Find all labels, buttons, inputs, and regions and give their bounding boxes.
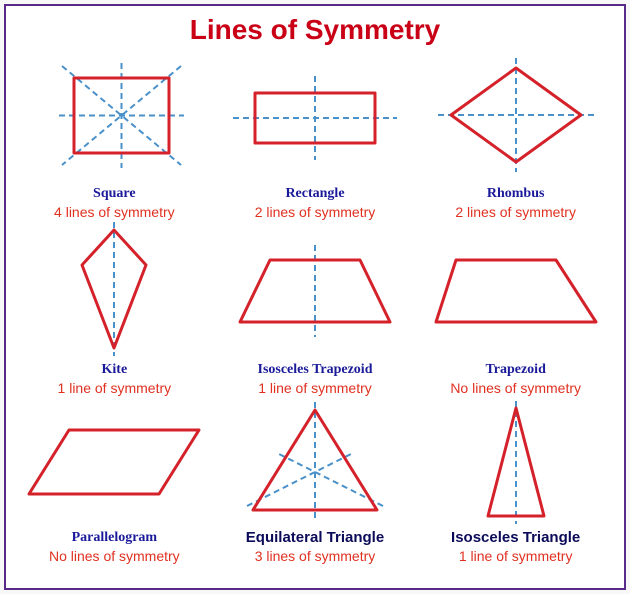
shape-name: Square (93, 186, 136, 202)
shape-cell-eq-triangle: Equilateral Triangle 3 lines of symmetry (215, 396, 416, 564)
shape-caption: 2 lines of symmetry (455, 204, 576, 220)
shape-figure-parallelogram (14, 396, 215, 528)
shape-caption: 4 lines of symmetry (54, 204, 175, 220)
shape-name: Rhombus (487, 186, 545, 202)
shapes-grid: Square 4 lines of symmetry Rectangle 2 line… (6, 52, 624, 572)
shape-cell-rectangle: Rectangle 2 lines of symmetry (215, 52, 416, 220)
shape-name: Parallelogram (72, 530, 158, 546)
shape-caption: 1 line of symmetry (58, 380, 172, 396)
shape-caption: 2 lines of symmetry (255, 204, 376, 220)
shape-name: Isosceles Trapezoid (258, 362, 373, 378)
shape-caption: No lines of symmetry (450, 380, 581, 396)
diagram-frame: Lines of Symmetry Square 4 lines of symme… (4, 4, 626, 590)
shape-outline (436, 260, 596, 322)
shape-figure-rectangle (215, 52, 416, 184)
shape-cell-parallelogram: Parallelogram No lines of symmetry (14, 396, 215, 564)
shape-figure-iso-triangle (415, 396, 616, 529)
shape-outline (29, 430, 199, 494)
shape-name: Kite (102, 362, 128, 378)
shape-figure-kite (14, 220, 215, 360)
shape-cell-kite: Kite 1 line of symmetry (14, 220, 215, 396)
symmetry-line (277, 453, 383, 506)
shape-name: Rectangle (285, 186, 344, 202)
shape-name: Equilateral Triangle (246, 529, 384, 546)
shape-figure-eq-triangle (215, 396, 416, 529)
symmetry-line (247, 453, 353, 506)
shape-caption: 1 line of symmetry (258, 380, 372, 396)
shape-name: Trapezoid (485, 362, 545, 378)
shape-caption: 3 lines of symmetry (255, 548, 376, 564)
shape-figure-iso-trapezoid (215, 220, 416, 360)
shape-figure-trapezoid (415, 220, 616, 360)
page-title: Lines of Symmetry (6, 14, 624, 46)
shape-cell-iso-triangle: Isosceles Triangle 1 line of symmetry (415, 396, 616, 564)
shape-cell-iso-trapezoid: Isosceles Trapezoid 1 line of symmetry (215, 220, 416, 396)
shape-cell-square: Square 4 lines of symmetry (14, 52, 215, 220)
shape-name: Isosceles Triangle (451, 529, 580, 546)
shape-caption: No lines of symmetry (49, 548, 180, 564)
shape-cell-rhombus: Rhombus 2 lines of symmetry (415, 52, 616, 220)
shape-figure-square (14, 52, 215, 184)
shape-figure-rhombus (415, 52, 616, 184)
shape-cell-trapezoid: Trapezoid No lines of symmetry (415, 220, 616, 396)
shape-caption: 1 line of symmetry (459, 548, 573, 564)
